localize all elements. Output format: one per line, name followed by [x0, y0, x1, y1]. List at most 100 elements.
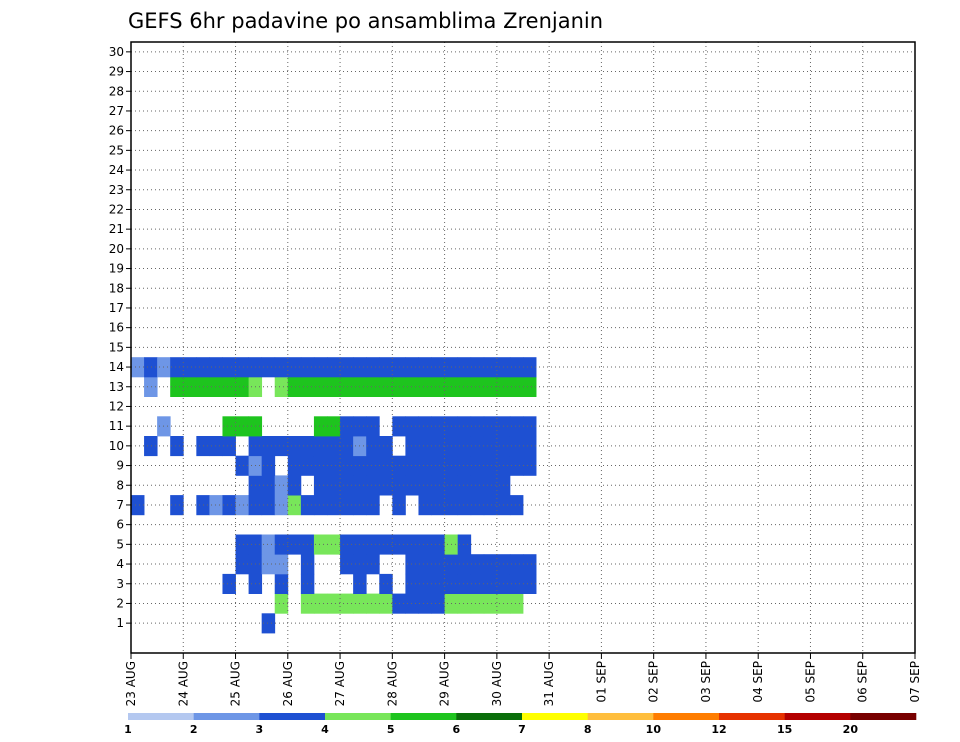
data-cell: [131, 357, 145, 378]
data-cell: [405, 376, 419, 397]
y-tick-label: 24: [109, 163, 124, 177]
data-cell: [509, 357, 524, 378]
data-cell: [366, 475, 380, 496]
x-tick-label: 26 AUG: [281, 661, 295, 706]
data-cell: [366, 436, 380, 457]
data-cell: [483, 495, 498, 516]
data-cell: [144, 357, 158, 378]
data-cell: [287, 495, 302, 516]
data-cell: [457, 416, 472, 437]
data-cell: [418, 495, 432, 516]
grid-layer: [131, 42, 915, 653]
data-cell: [431, 573, 445, 594]
colorbar-swatch: [587, 713, 654, 720]
data-cell: [457, 593, 472, 614]
data-cell: [483, 455, 498, 476]
data-cell: [313, 416, 328, 437]
data-cell: [222, 416, 236, 437]
data-cell: [405, 455, 419, 476]
colorbar-label: 20: [843, 723, 859, 736]
data-cell: [470, 376, 485, 397]
colorbar-swatch: [390, 713, 457, 720]
data-cell: [418, 475, 432, 496]
x-tick-label: 24 AUG: [176, 661, 190, 706]
data-cell: [340, 357, 354, 378]
data-cell: [483, 416, 498, 437]
data-cell: [379, 436, 393, 457]
data-cell: [340, 436, 354, 457]
data-cell: [457, 357, 472, 378]
data-cell: [523, 357, 537, 378]
data-cell: [313, 455, 328, 476]
data-cell: [313, 495, 328, 516]
data-cell: [509, 455, 524, 476]
data-cell: [418, 416, 432, 437]
data-cell: [144, 376, 158, 397]
data-cell: [470, 416, 485, 437]
data-cell: [274, 376, 289, 397]
data-cell: [405, 534, 419, 555]
data-cell: [379, 573, 393, 594]
colorbar-swatch: [719, 713, 785, 720]
data-cell: [274, 554, 289, 575]
y-tick-label: 11: [109, 419, 124, 433]
data-cell: [327, 416, 341, 437]
data-cell: [340, 593, 354, 614]
data-cell: [366, 416, 380, 437]
data-cell: [470, 554, 485, 575]
data-cell: [379, 455, 393, 476]
colorbar-label: 10: [646, 723, 662, 736]
data-cell: [509, 554, 524, 575]
data-cell: [418, 593, 432, 614]
data-cell: [431, 534, 445, 555]
data-cell: [340, 376, 354, 397]
y-tick-label: 27: [109, 104, 124, 118]
data-cell: [457, 475, 472, 496]
data-cell: [170, 357, 184, 378]
data-cell: [405, 436, 419, 457]
data-cell: [274, 475, 289, 496]
data-cell: [379, 475, 393, 496]
data-cell: [405, 357, 419, 378]
data-cell: [523, 554, 537, 575]
data-cell: [431, 436, 445, 457]
data-cell: [470, 495, 485, 516]
colorbar-label: 12: [711, 723, 726, 736]
y-tick-label: 23: [109, 183, 124, 197]
data-cell: [327, 534, 341, 555]
data-cell: [170, 436, 184, 457]
data-cell: [287, 475, 302, 496]
data-cell: [470, 357, 485, 378]
colorbar-swatch: [784, 713, 851, 720]
data-cell: [523, 455, 537, 476]
data-cell: [405, 416, 419, 437]
data-cell: [431, 593, 445, 614]
colorbar-label: 15: [777, 723, 792, 736]
y-tick-label: 3: [116, 577, 124, 591]
data-cell: [483, 573, 498, 594]
data-cell: [405, 475, 419, 496]
data-cell: [261, 554, 276, 575]
data-cell: [483, 357, 498, 378]
data-cell: [470, 436, 485, 457]
data-cell: [366, 357, 380, 378]
data-cell: [379, 376, 393, 397]
data-cell: [483, 436, 498, 457]
data-cell: [431, 554, 445, 575]
data-cell: [366, 455, 380, 476]
data-cell: [509, 436, 524, 457]
data-cell: [457, 554, 472, 575]
data-cell: [470, 593, 485, 614]
data-cell: [274, 357, 289, 378]
y-tick-label: 1: [116, 616, 124, 630]
data-cell: [261, 475, 276, 496]
data-cell: [235, 534, 249, 555]
colorbar-swatch: [193, 713, 260, 720]
y-tick-label: 19: [109, 262, 124, 276]
data-cell: [457, 495, 472, 516]
data-cell: [274, 593, 289, 614]
data-cell: [313, 436, 328, 457]
colorbar-swatch: [456, 713, 523, 720]
data-cell: [261, 436, 276, 457]
data-cell: [379, 534, 393, 555]
